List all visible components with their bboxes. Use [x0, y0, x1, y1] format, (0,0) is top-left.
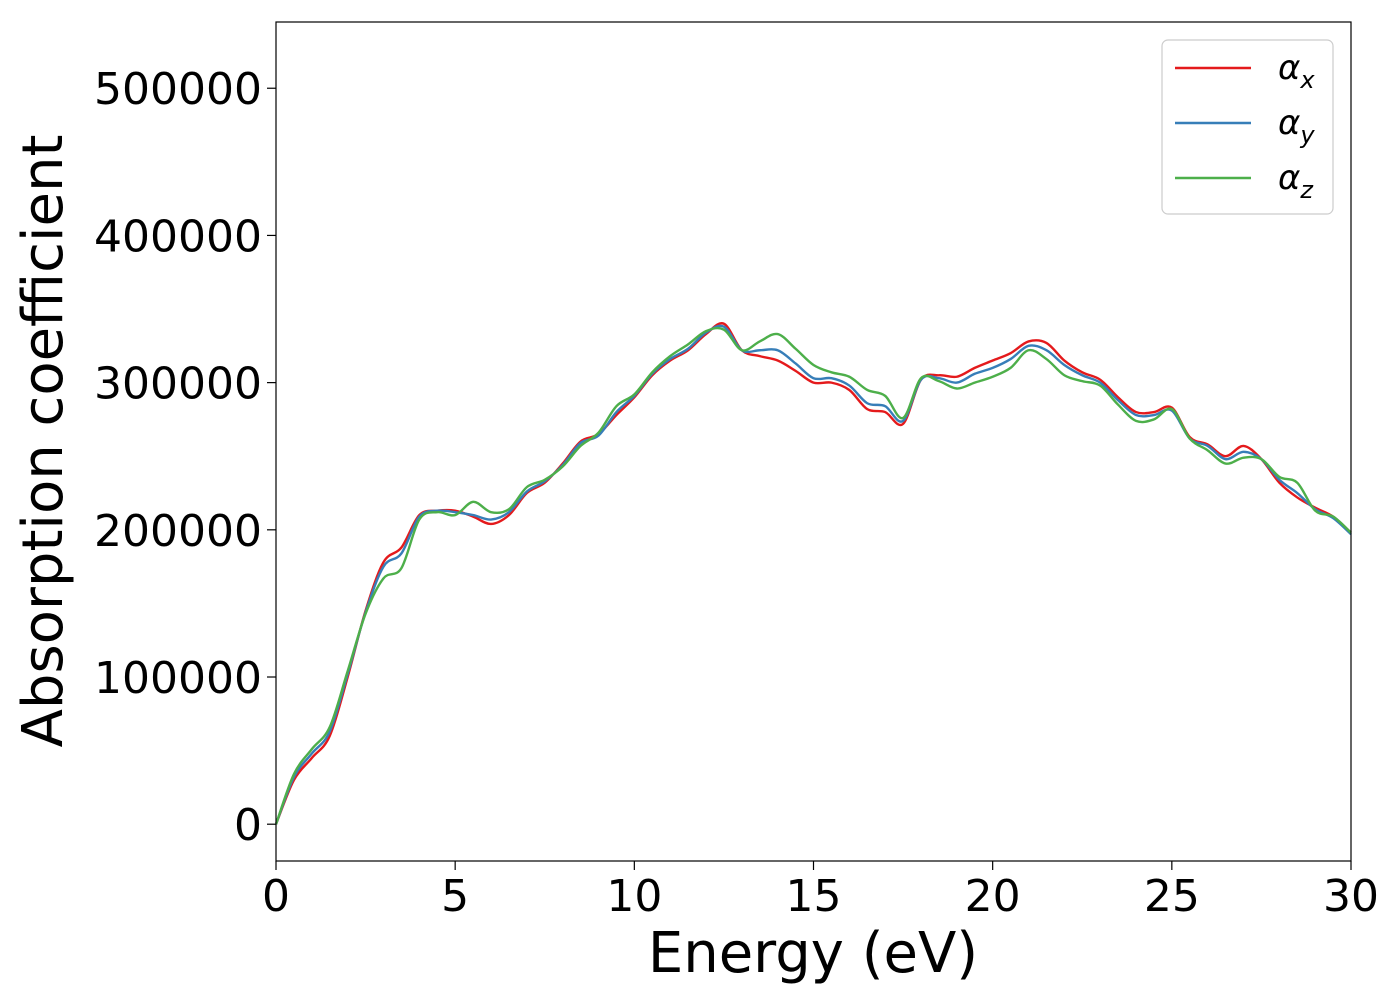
series-lines	[274, 322, 1352, 825]
series-line-z	[274, 326, 1352, 825]
plot-frame	[275, 21, 1352, 862]
x-tick-label: 0	[262, 871, 290, 922]
legend-label-z: αz	[1278, 158, 1314, 204]
y-tick-label: 300000	[94, 359, 262, 410]
y-axis-label: Absorption coefficient	[11, 135, 76, 748]
x-tick-label: 5	[441, 871, 469, 922]
x-tick-label: 25	[1144, 871, 1200, 922]
y-tick-label: 500000	[94, 64, 262, 115]
legend-label-subscript: x	[1299, 66, 1315, 94]
x-axis-label: Energy (eV)	[648, 921, 978, 986]
series-line-y	[274, 324, 1352, 825]
axis-ticks: 0 5 10 15 20 25 30 0 100000 200000 300000 400000 500…	[94, 64, 1379, 922]
series-line-x	[274, 322, 1352, 825]
y-tick-label: 200000	[94, 506, 262, 557]
legend-label-subscript: z	[1299, 176, 1314, 204]
y-tick-label: 400000	[94, 211, 262, 262]
x-tick-label: 15	[786, 871, 842, 922]
y-tick-label: 100000	[94, 653, 262, 704]
x-tick-label: 10	[606, 871, 662, 922]
legend-box	[1161, 39, 1334, 215]
legend-label-subscript: y	[1299, 121, 1315, 149]
x-tick-label: 30	[1323, 871, 1379, 922]
x-tick-label: 20	[965, 871, 1021, 922]
y-tick-label: 0	[234, 800, 262, 851]
